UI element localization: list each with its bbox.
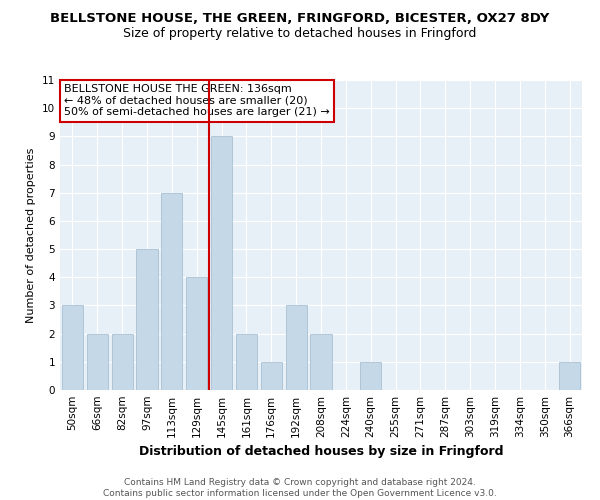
Bar bbox=[236, 334, 257, 390]
Bar bbox=[211, 136, 232, 390]
Bar bbox=[112, 334, 133, 390]
Bar bbox=[161, 192, 182, 390]
Y-axis label: Number of detached properties: Number of detached properties bbox=[26, 148, 37, 322]
Text: Contains HM Land Registry data © Crown copyright and database right 2024.
Contai: Contains HM Land Registry data © Crown c… bbox=[103, 478, 497, 498]
Text: BELLSTONE HOUSE THE GREEN: 136sqm
← 48% of detached houses are smaller (20)
50% : BELLSTONE HOUSE THE GREEN: 136sqm ← 48% … bbox=[64, 84, 330, 117]
Bar bbox=[87, 334, 108, 390]
Text: Size of property relative to detached houses in Fringford: Size of property relative to detached ho… bbox=[124, 28, 476, 40]
Bar bbox=[559, 362, 580, 390]
Bar bbox=[286, 306, 307, 390]
Text: BELLSTONE HOUSE, THE GREEN, FRINGFORD, BICESTER, OX27 8DY: BELLSTONE HOUSE, THE GREEN, FRINGFORD, B… bbox=[50, 12, 550, 26]
Bar bbox=[261, 362, 282, 390]
Bar bbox=[136, 249, 158, 390]
X-axis label: Distribution of detached houses by size in Fringford: Distribution of detached houses by size … bbox=[139, 446, 503, 458]
Bar bbox=[62, 306, 83, 390]
Bar bbox=[310, 334, 332, 390]
Bar bbox=[360, 362, 381, 390]
Bar bbox=[186, 278, 207, 390]
